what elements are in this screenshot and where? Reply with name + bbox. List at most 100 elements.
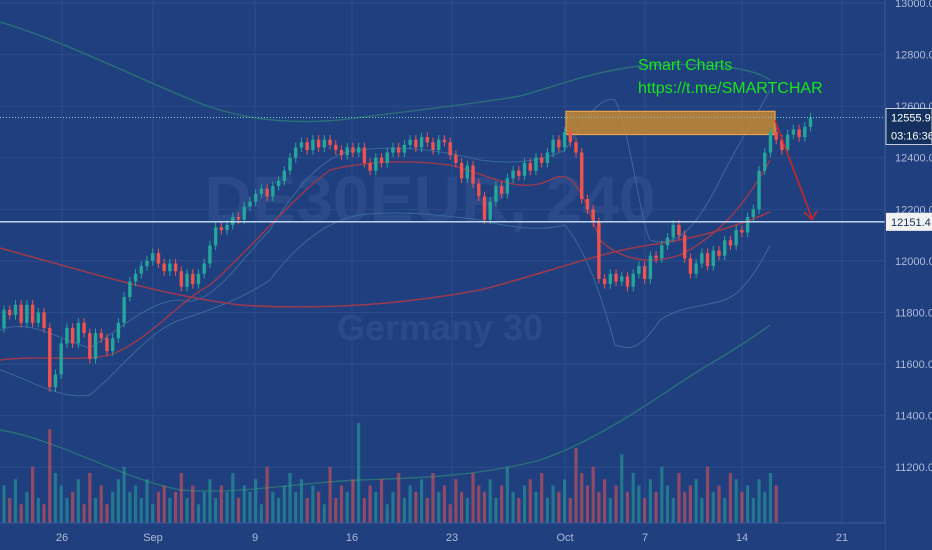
candle-body	[236, 217, 241, 220]
arrow-shaft[interactable]	[774, 120, 813, 219]
arrow-head-icon	[803, 210, 818, 221]
volume-bar	[219, 485, 223, 523]
candle-body	[620, 276, 624, 282]
volume-bar	[591, 466, 595, 523]
moving-averages	[0, 159, 771, 361]
time-tick-label: Sep	[143, 532, 163, 544]
candle-body	[356, 147, 361, 153]
candle-body	[59, 343, 63, 375]
candle-body	[734, 229, 738, 246]
volume-bar	[25, 491, 29, 523]
volume-bar	[271, 491, 275, 523]
volume-bar	[711, 491, 715, 523]
volume-bar	[408, 485, 412, 523]
candle-body	[151, 253, 155, 261]
volume-bar	[191, 485, 195, 523]
volume-bar	[448, 504, 452, 523]
candle-body	[751, 209, 756, 218]
volume-bar	[379, 479, 384, 523]
volume-bar	[317, 491, 321, 523]
candle-body	[265, 188, 269, 197]
volume-bar	[362, 498, 366, 523]
candle-body	[122, 297, 126, 323]
candle-body	[757, 170, 761, 210]
candle-body	[425, 137, 429, 143]
volume-bar	[248, 491, 252, 523]
volume-bar	[162, 485, 166, 523]
price-tick-label: 11800.0	[895, 307, 932, 319]
volume-bar	[282, 485, 286, 523]
forecast-arrow[interactable]	[774, 120, 818, 221]
candle-body	[785, 134, 790, 150]
candle-body	[299, 142, 304, 148]
volume-bar	[242, 485, 246, 523]
resistance-zone-box[interactable]	[565, 110, 776, 136]
candle-body	[602, 278, 607, 285]
candle-body	[488, 201, 492, 220]
candle-body	[156, 253, 161, 264]
candle-body	[740, 229, 744, 233]
volume-bar	[425, 498, 429, 523]
candle-body	[231, 217, 235, 225]
candle-body	[711, 250, 715, 267]
candle-body	[162, 263, 166, 272]
candle-body	[65, 327, 69, 344]
candle-body	[791, 129, 796, 135]
candle-body	[408, 139, 412, 145]
volume-bar	[48, 429, 52, 523]
time-tick-label: 21	[836, 532, 848, 544]
candle-body	[494, 186, 498, 202]
volume-bar	[723, 498, 727, 523]
candle-body	[648, 255, 653, 279]
candle-body	[471, 165, 475, 184]
resistance-zone[interactable]	[565, 110, 776, 136]
volume-bar	[116, 479, 120, 523]
volume-bar	[545, 498, 549, 523]
candle-body	[322, 139, 327, 148]
candle-body	[379, 157, 384, 163]
candle-body	[253, 193, 258, 202]
candle-body	[36, 312, 41, 323]
time-tick-label: 14	[736, 532, 748, 544]
candle-body	[316, 139, 321, 148]
overlay-link[interactable]: https://t.me/SMARTCHAR	[638, 80, 823, 97]
candle-body	[419, 137, 424, 148]
time-tick-label: 9	[252, 532, 258, 544]
volume-bar	[76, 479, 80, 523]
candle-body	[763, 152, 767, 171]
candle-body	[557, 139, 561, 148]
volume-bar	[603, 479, 607, 523]
time-tick-label: Oct	[556, 532, 573, 544]
candle-body	[248, 201, 252, 207]
volume-bar	[437, 491, 441, 523]
volume-bar	[202, 491, 206, 523]
volume-bar	[351, 479, 355, 523]
volume-bar	[36, 498, 40, 523]
candle-body	[705, 253, 710, 267]
volume-bar	[334, 498, 338, 523]
volume-bar	[174, 491, 178, 523]
volume-bar	[517, 498, 521, 523]
levels[interactable]	[0, 117, 885, 223]
volume-bar	[345, 491, 349, 523]
price-axis-panel	[885, 0, 932, 550]
candle-body	[219, 227, 224, 230]
candle-body	[700, 253, 704, 264]
volume-bar	[740, 491, 744, 523]
candle-body	[803, 126, 807, 138]
volume-bar	[374, 491, 378, 523]
candle-body	[88, 333, 92, 359]
overlay-title: Smart Charts	[638, 57, 732, 74]
price-badges: 12555.9 03:16:36 12151.4	[885, 108, 932, 231]
candle-body	[19, 304, 23, 323]
candle-body	[191, 273, 195, 285]
candle-body	[208, 245, 212, 264]
candle-body	[334, 144, 338, 150]
volume-bar	[717, 485, 721, 523]
volume-bar	[276, 498, 281, 523]
candle-body	[282, 170, 286, 181]
candle-body	[551, 139, 555, 153]
volume-bar	[683, 491, 687, 523]
volume-bar	[654, 491, 658, 523]
